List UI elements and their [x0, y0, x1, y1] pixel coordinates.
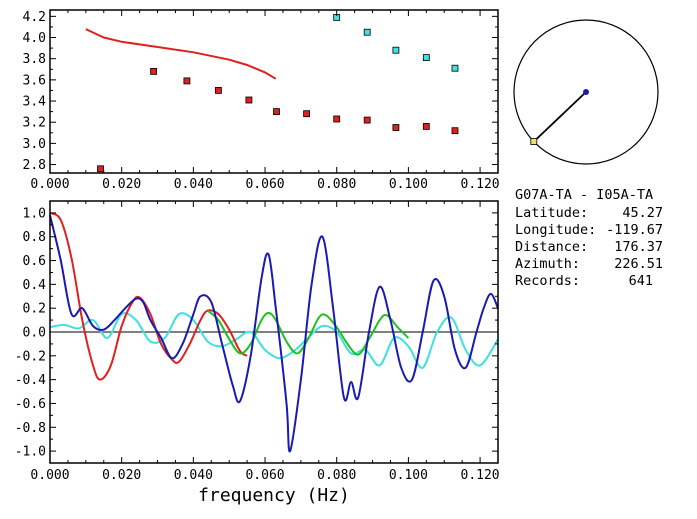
y-tick-label: 2.8 [23, 158, 46, 173]
dispersion-plot-area [85, 13, 459, 173]
x-tick-label: 0.120 [461, 468, 500, 483]
x-tick-label: 0.000 [30, 468, 69, 483]
cyan-curve [49, 312, 499, 369]
correlation-axis-ticks: 0.000 0.020 0.040 0.060 0.080 0.100 0.120 1.0 0.… [15, 201, 500, 483]
dispersion-axis-ticks: 0.000 0.020 0.040 0.060 0.080 0.100 0.120 2.8 3.… [23, 10, 500, 192]
x-axis-label: frequency (Hz) [198, 485, 350, 506]
azimuth-end-marker [530, 138, 538, 146]
y-tick-label: 4.0 [23, 31, 46, 46]
latitude-label: Latitude: [515, 205, 588, 221]
red-data-point [214, 87, 222, 94]
y-tick-label: 3.4 [23, 95, 47, 110]
red-curve [49, 211, 248, 381]
x-tick-label: 0.080 [317, 177, 356, 192]
red-data-point [333, 115, 341, 123]
x-tick-label: 0.060 [245, 468, 284, 483]
red-data-point [363, 116, 371, 124]
x-tick-label: 0.020 [102, 177, 141, 192]
dispersion-panel: 0.000 0.020 0.040 0.060 0.080 0.100 0.120 2.8 3.… [23, 9, 500, 192]
azimuth-label: Azimuth: [515, 256, 580, 272]
station-pair: G07A-TA - I05A-TA [515, 187, 653, 203]
cyan-data-point [363, 28, 371, 36]
azimuth-circle [513, 19, 659, 165]
station-info: G07A-TA - I05A-TA Latitude: 45.27 Longit… [515, 187, 663, 289]
y-tick-label: -0.6 [15, 397, 46, 412]
y-tick-label: -0.4 [15, 373, 46, 388]
azimuth-value: 226.51 [614, 256, 663, 272]
red-data-point [392, 124, 400, 131]
azimuth-center-dot [583, 89, 589, 95]
y-tick-label: 3.2 [23, 116, 46, 131]
x-tick-label: 0.100 [389, 177, 428, 192]
y-tick-label: 4.2 [23, 10, 46, 25]
y-tick-label: 0.8 [23, 230, 46, 245]
green-curve [207, 309, 410, 356]
dispersion-plot-frame [49, 9, 499, 174]
azimuth-plot [513, 19, 659, 165]
cyan-data-point [392, 46, 400, 54]
distance-value: 176.37 [614, 239, 663, 255]
red-data-point [273, 108, 280, 115]
red-data-point [303, 110, 311, 118]
y-tick-label: -1.0 [15, 445, 46, 460]
x-tick-label: 0.040 [174, 177, 213, 192]
x-tick-label: 0.020 [102, 468, 141, 483]
red-data-point [451, 127, 459, 135]
y-tick-label: 0.0 [23, 326, 46, 341]
y-tick-label: 1.0 [23, 206, 46, 221]
red-data-point [183, 77, 191, 85]
x-tick-label: 0.040 [174, 468, 213, 483]
correlation-plot-area [49, 211, 499, 453]
y-tick-label: -0.2 [15, 349, 46, 364]
red-data-point [245, 96, 253, 104]
red-data-point [97, 165, 104, 173]
red-data-point [150, 68, 158, 75]
y-tick-label: 3.0 [23, 137, 46, 152]
latitude-value: 45.27 [622, 205, 663, 221]
y-tick-label: 0.6 [23, 254, 46, 269]
red-data-point [422, 123, 430, 130]
distance-label: Distance: [515, 239, 588, 255]
correlation-panel: 0.000 0.020 0.040 0.060 0.080 0.100 0.120 1.0 0.… [15, 200, 500, 506]
records-label: Records: [515, 273, 580, 289]
y-tick-label: 0.4 [23, 278, 47, 293]
azimuth-line [533, 91, 587, 143]
x-tick-label: 0.060 [245, 177, 284, 192]
longitude-label: Longitude: [515, 222, 596, 238]
cyan-data-point [451, 64, 459, 72]
cyan-data-point [422, 54, 430, 61]
y-tick-label: 3.6 [23, 73, 46, 88]
y-tick-label: -0.8 [15, 421, 46, 436]
y-tick-label: 3.8 [23, 52, 46, 67]
x-tick-label: 0.080 [317, 468, 356, 483]
blue-curve [49, 215, 499, 453]
y-tick-label: 0.2 [23, 302, 46, 317]
longitude-value: -119.67 [606, 222, 663, 238]
x-tick-label: 0.120 [461, 177, 500, 192]
x-tick-label: 0.000 [30, 177, 69, 192]
dispersion-line [85, 28, 277, 80]
records-value: 641 [629, 273, 653, 289]
x-tick-label: 0.100 [389, 468, 428, 483]
